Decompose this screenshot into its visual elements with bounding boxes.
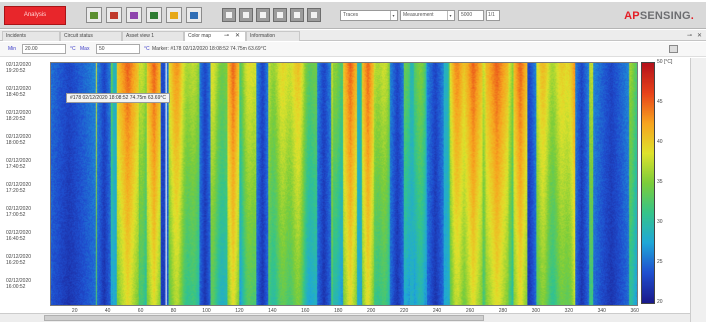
min-input[interactable]: 20.00: [22, 44, 66, 54]
x-tick-label: 200: [367, 308, 376, 314]
max-label: Max: [80, 46, 90, 52]
tab-color-map-label: Color map: [188, 33, 212, 39]
colorbar-tick: 40: [657, 139, 663, 145]
x-tick-label: 220: [399, 308, 409, 314]
y-tick-label: 02/12/2020 18:20:52: [6, 110, 32, 122]
logo-ap: AP: [624, 10, 640, 22]
chart-export-icon[interactable]: [166, 7, 182, 23]
tab-incidents[interactable]: Incidents: [2, 31, 60, 41]
play-icon[interactable]: [273, 8, 287, 22]
tab-bar: Incidents Circuit status Asset view 1 Co…: [0, 30, 706, 41]
range-bar: Min 20.00 °C Max 50 °C Marker: #178 02/1…: [0, 42, 706, 57]
y-tick-label: 02/12/2020 17:00:52: [6, 206, 32, 218]
scrollbar-thumb[interactable]: [44, 315, 484, 321]
chart-edit-icon[interactable]: [126, 7, 142, 23]
y-tick-label: 02/12/2020 18:00:52: [6, 134, 32, 146]
colorbar-tick: 25: [657, 259, 663, 265]
y-tick-label: 02/12/2020 19:20:52: [6, 62, 32, 74]
x-tick-label: 240: [432, 308, 442, 314]
x-tick-label: 300: [531, 308, 541, 314]
x-tick-label: 60: [137, 308, 144, 314]
colorbar-tick: 30: [657, 219, 663, 225]
x-tick-label: 140: [268, 308, 277, 314]
min-unit: °C: [70, 46, 76, 52]
y-tick-label: 02/12/2020 18:40:52: [6, 86, 32, 98]
measurement-select[interactable]: Measurement ▾: [400, 10, 455, 21]
colorbar-tick: 50 [°C]: [657, 59, 673, 65]
y-tick-label: 02/12/2020 16:20:52: [6, 254, 32, 266]
panel-close-icon[interactable]: ✕: [696, 33, 702, 39]
toolbar: Analysis Traces ▾ Measurement ▾ 5000 1/1…: [0, 2, 706, 29]
x-axis: 20 40 60 80 100 120 140 160 180 200 220 240 260 280 30…: [50, 307, 639, 319]
colorbar-tick: 35: [657, 179, 663, 185]
x-tick-label: 280: [498, 308, 508, 314]
traces-select-value: Traces: [343, 12, 359, 18]
x-tick-label: 180: [334, 308, 343, 314]
first-icon[interactable]: [222, 8, 236, 22]
y-tick-label: 02/12/2020 16:40:52: [6, 230, 32, 242]
x-tick-label: 260: [465, 308, 475, 314]
y-tick-label: 02/12/2020 17:40:52: [6, 158, 32, 170]
config-icon[interactable]: [86, 7, 102, 23]
x-tick-label: 40: [104, 308, 111, 314]
max-input[interactable]: 50: [96, 44, 140, 54]
right-panel: [690, 58, 706, 322]
tab-color-map[interactable]: Color map ⊸ ✕: [184, 31, 246, 41]
max-unit: °C: [144, 46, 150, 52]
y-tick-label: 02/12/2020 16:00:52: [6, 278, 32, 290]
marker-tooltip: #178 02/12/2020 18:08:52 74.75m 63.69°C: [66, 93, 170, 103]
colorbar-tick: 20: [657, 299, 663, 305]
traces-select[interactable]: Traces ▾: [340, 10, 398, 21]
next-icon[interactable]: [290, 8, 304, 22]
x-tick-label: 340: [597, 308, 606, 314]
x-tick-label: 20: [71, 308, 78, 314]
last-icon[interactable]: [307, 8, 321, 22]
x-tick-label: 160: [301, 308, 310, 314]
chart-refresh-icon[interactable]: [186, 7, 202, 23]
x-tick-label: 320: [564, 308, 573, 314]
tab-asset-view[interactable]: Asset view 1: [122, 31, 184, 41]
tab-information[interactable]: Information: [246, 31, 300, 41]
logo-sensing: SENSING: [639, 10, 691, 22]
min-label: Min: [8, 46, 17, 52]
ap-sensing-logo: APSENSING.: [624, 10, 694, 22]
x-tick-label: 100: [202, 308, 211, 314]
chart-add-icon[interactable]: [106, 7, 122, 23]
analysis-button[interactable]: Analysis: [4, 6, 66, 25]
colorbar: [641, 62, 655, 304]
x-tick-label: 360: [630, 308, 639, 314]
chevron-down-icon: ▾: [447, 11, 453, 20]
page-ratio: 1/1: [486, 10, 500, 21]
dock-pin-icon[interactable]: ⊸: [686, 33, 692, 39]
chart-view-icon[interactable]: [146, 7, 162, 23]
close-icon[interactable]: ✕: [235, 33, 241, 39]
x-tick-label: 120: [235, 308, 244, 314]
horizontal-scrollbar[interactable]: [0, 313, 690, 322]
y-tick-label: 02/12/2020 17:20:52: [6, 182, 32, 194]
measurement-select-value: Measurement: [403, 12, 434, 18]
prev-icon[interactable]: [256, 8, 270, 22]
colorbar-tick: 45: [657, 99, 663, 105]
count-input[interactable]: 5000: [458, 10, 484, 21]
x-tick-label: 80: [170, 308, 177, 314]
colorbar-ticks: 20 25 30 35 40 45 50 [°C]: [657, 59, 677, 305]
marker-readout: Marker: #178 02/12/2020 18:08:52 74.75m …: [152, 46, 267, 52]
tab-circuit-status[interactable]: Circuit status: [60, 31, 122, 41]
settings-icon[interactable]: [669, 45, 678, 53]
y-axis: 02/12/2020 19:20:52 02/12/2020 18:40:52 02/1…: [6, 62, 48, 306]
chevron-down-icon: ▾: [390, 11, 396, 20]
prev-page-icon[interactable]: [239, 8, 253, 22]
logo-dot: .: [690, 10, 694, 22]
pin-icon[interactable]: ⊸: [224, 33, 230, 39]
